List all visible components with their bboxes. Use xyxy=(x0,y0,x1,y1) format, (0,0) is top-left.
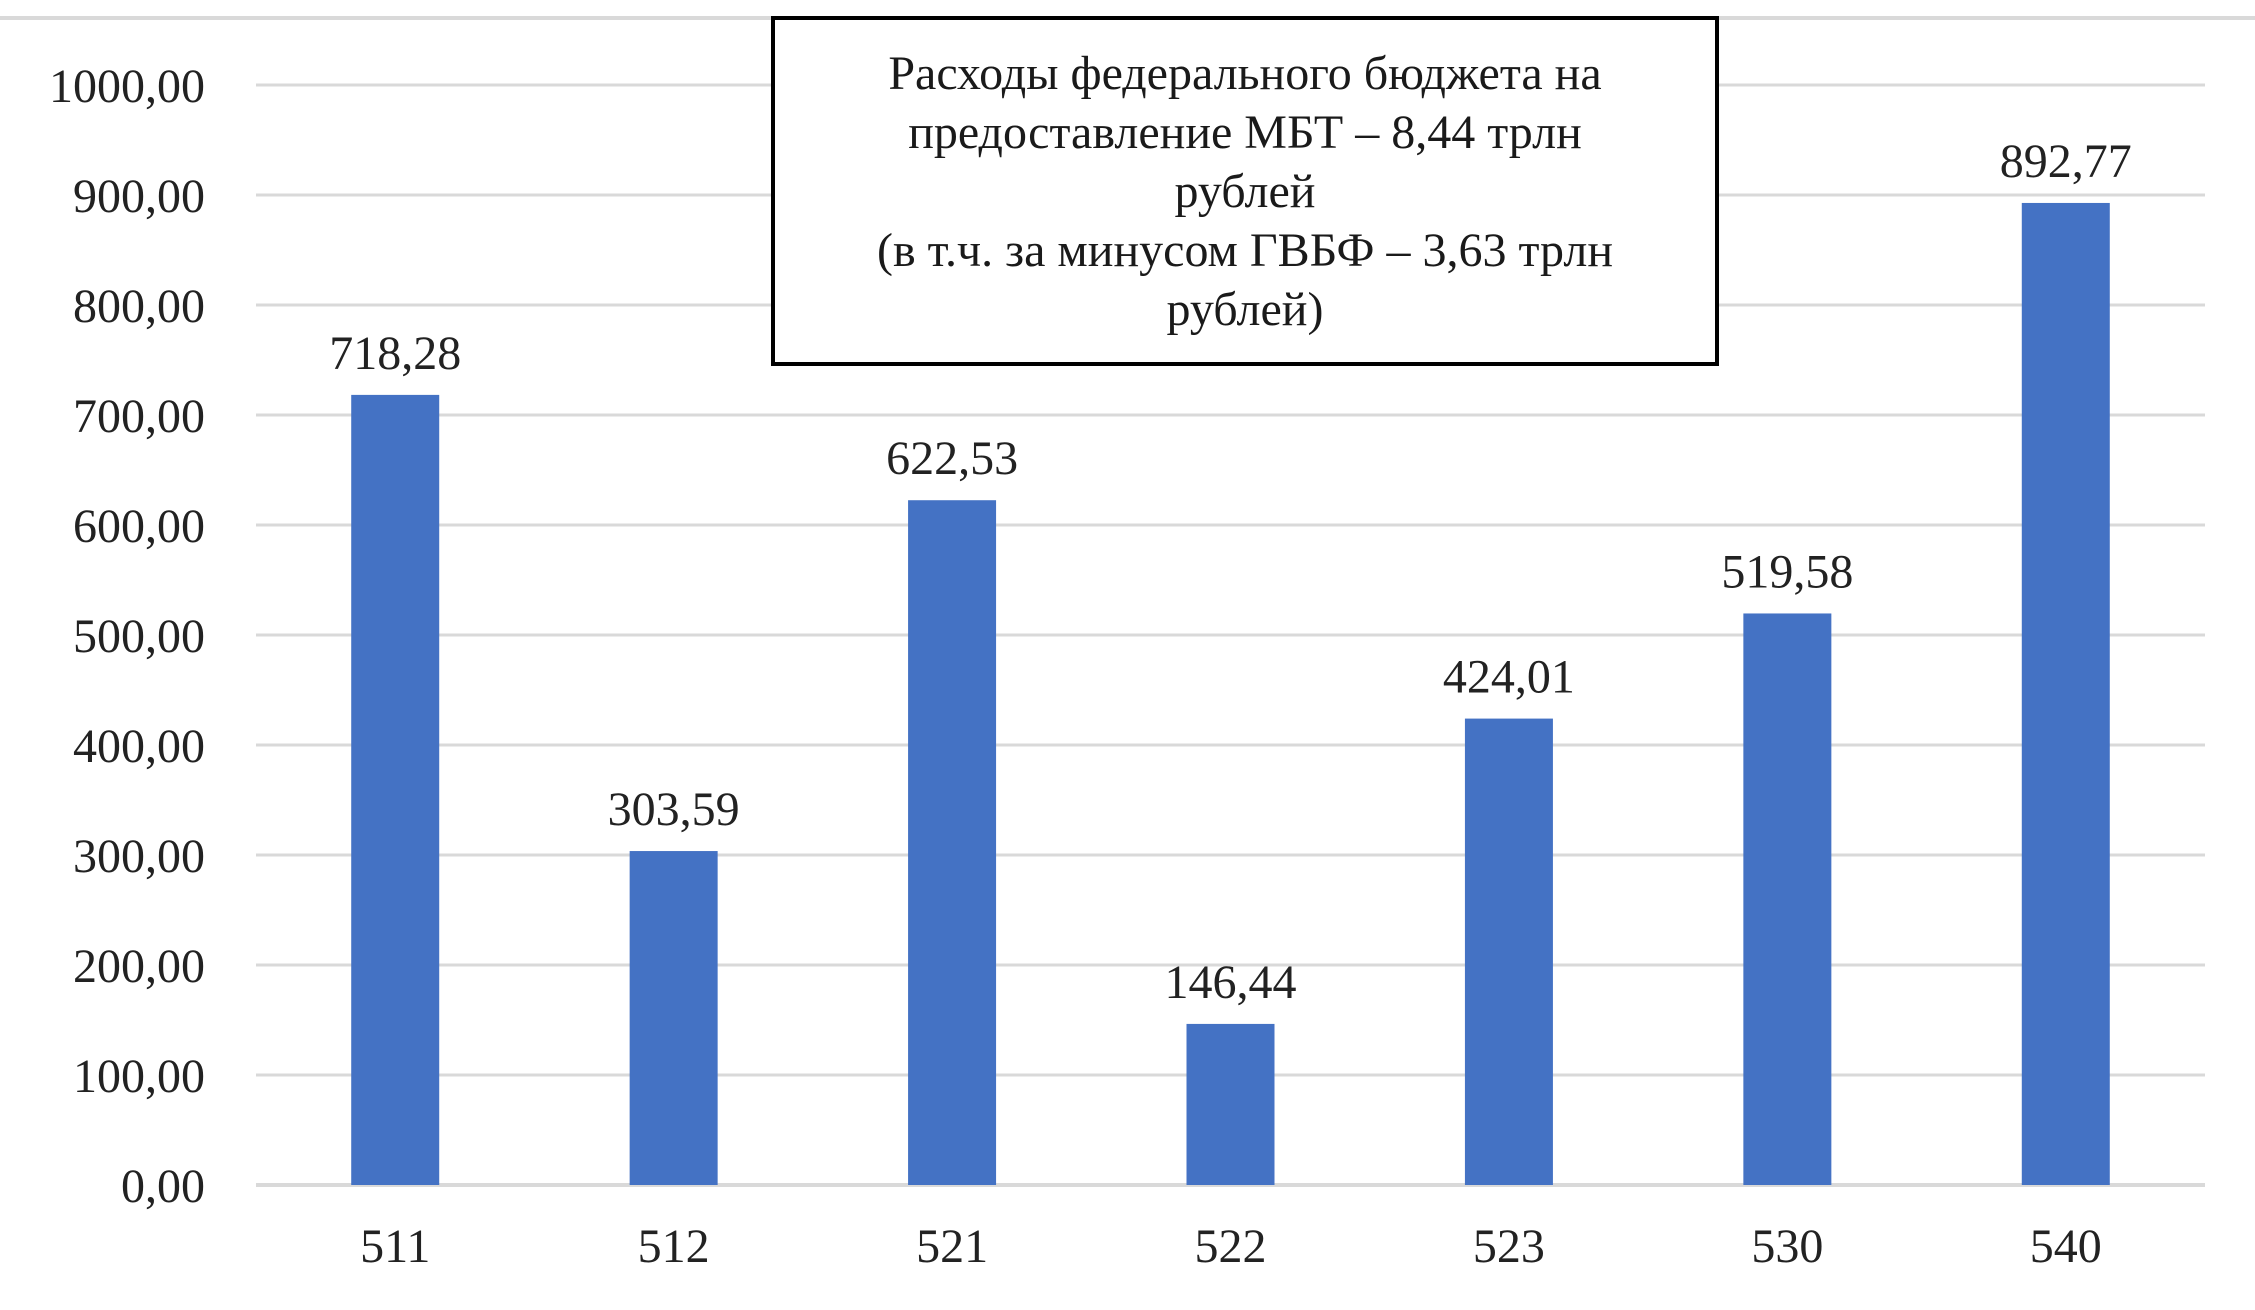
bars xyxy=(351,202,2110,1186)
y-tick-label: 0,00 xyxy=(121,1160,205,1213)
annotation-text: Расходы федерального бюджета на предоста… xyxy=(876,46,1614,336)
x-tick-label: 540 xyxy=(2030,1220,2102,1273)
y-tick-label: 500,00 xyxy=(73,610,205,663)
data-labels: 718,28 303,59 622,53 146,44 424,01 519,58 892,… xyxy=(329,135,2132,1009)
annotation-box: Расходы федерального бюджета на предоста… xyxy=(771,16,1719,366)
data-label: 146,44 xyxy=(1165,956,1297,1009)
data-label: 303,59 xyxy=(608,783,740,836)
y-tick-label: 400,00 xyxy=(73,720,205,773)
bar xyxy=(1186,1023,1275,1185)
data-label: 718,28 xyxy=(329,327,461,380)
y-tick-label: 300,00 xyxy=(73,830,205,883)
y-tick-label: 700,00 xyxy=(73,390,205,443)
bar xyxy=(1743,613,1832,1185)
y-axis-ticks: 0,00 100,00 200,00 300,00 400,00 500,00 600,00… xyxy=(49,60,205,1213)
data-label: 519,58 xyxy=(1721,545,1853,598)
x-tick-label: 521 xyxy=(916,1220,988,1273)
x-tick-label: 512 xyxy=(638,1220,710,1273)
x-tick-label: 522 xyxy=(1195,1220,1267,1273)
y-tick-label: 1000,00 xyxy=(49,60,205,113)
y-tick-label: 800,00 xyxy=(73,280,205,333)
x-tick-label: 530 xyxy=(1751,1220,1823,1273)
bar xyxy=(908,500,997,1185)
x-axis-ticks: 511 512 521 522 523 530 540 xyxy=(360,1220,2102,1273)
y-tick-label: 200,00 xyxy=(73,940,205,993)
bar xyxy=(1464,718,1553,1185)
gridlines xyxy=(256,83,2205,1187)
bar xyxy=(629,851,718,1185)
x-tick-label: 523 xyxy=(1473,1220,1545,1273)
x-tick-label: 511 xyxy=(360,1220,430,1273)
data-label: 424,01 xyxy=(1443,651,1575,704)
data-label: 892,77 xyxy=(2000,135,2132,188)
y-tick-label: 600,00 xyxy=(73,500,205,553)
bar xyxy=(2021,202,2110,1185)
y-tick-label: 900,00 xyxy=(73,170,205,223)
data-label: 622,53 xyxy=(886,432,1018,485)
bar xyxy=(351,394,440,1186)
y-tick-label: 100,00 xyxy=(73,1050,205,1103)
